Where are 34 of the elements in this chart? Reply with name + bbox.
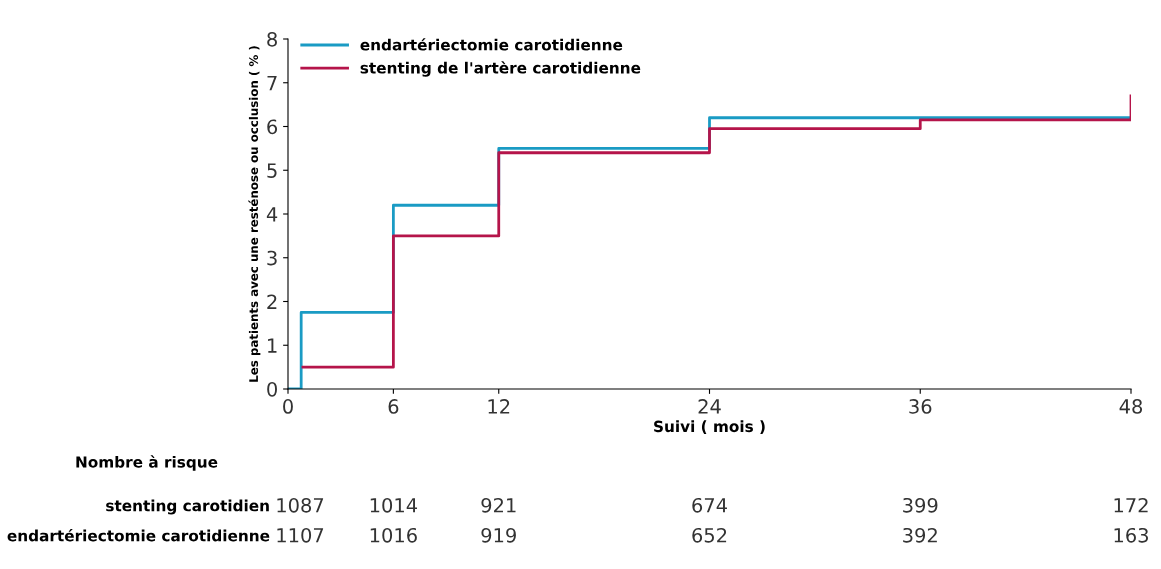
y-tick-label: 6: [267, 119, 278, 135]
text: 1016: [370, 527, 417, 543]
text: 163: [1114, 527, 1148, 543]
x-tick-label: 6: [388, 399, 399, 414]
y-tick-label: 0: [267, 381, 277, 397]
text: 674: [692, 497, 727, 513]
text: 399: [903, 497, 938, 513]
x-axis-title: Suivi ( mois ): [654, 420, 765, 434]
text: 919: [481, 527, 516, 543]
x-tick-label: 36: [909, 399, 932, 414]
y-tick-label: 3: [267, 250, 277, 266]
y-tick-label: 5: [267, 163, 277, 178]
text: 1107: [277, 527, 324, 543]
text: 1087: [277, 497, 324, 513]
y-axis-title: Les patients avec une resténose ou occlusion ( % ): [248, 46, 261, 382]
y-tick-label: 8: [267, 31, 277, 47]
x-tick-label: 48: [1119, 399, 1143, 414]
legend-label: endartériectomie carotidienne: [360, 38, 623, 51]
text: 1014: [370, 497, 418, 513]
text: 172: [1114, 497, 1148, 513]
y-tick-label: 7: [267, 75, 277, 91]
text: 652: [692, 527, 727, 543]
y-tick-label: 1: [268, 338, 277, 353]
text: endartériectomie carotidienne: [7, 529, 270, 542]
text: 392: [903, 527, 937, 543]
y-tick-label: 2: [267, 294, 277, 309]
legend-label: stenting de l'artère carotidienne: [360, 61, 641, 77]
text: stenting carotidien: [106, 499, 269, 515]
text: Nombre à risque: [76, 455, 218, 471]
x-tick-label: 24: [698, 399, 721, 414]
x-tick-label: 0: [283, 399, 293, 414]
x-tick-label: 12: [488, 399, 510, 414]
text: 921: [481, 497, 516, 513]
y-tick-label: 4: [266, 207, 278, 222]
